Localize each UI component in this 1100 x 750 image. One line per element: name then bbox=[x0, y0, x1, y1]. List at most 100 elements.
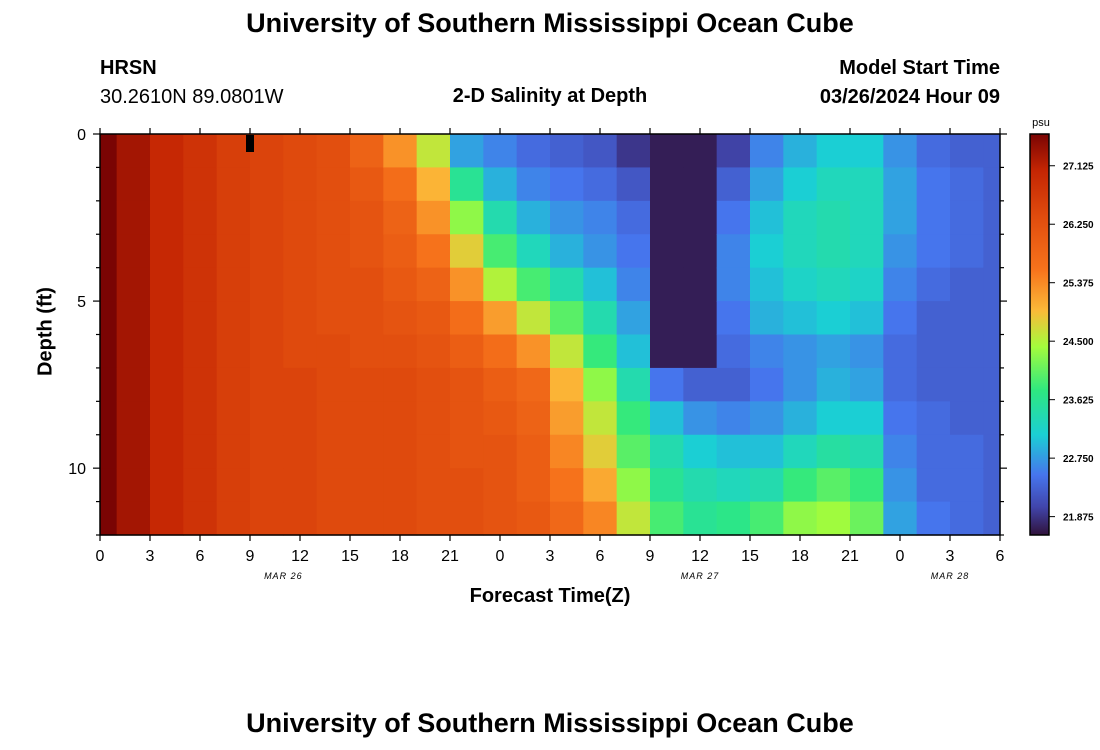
heatmap-cell bbox=[416, 434, 451, 469]
heatmap-cell bbox=[100, 167, 118, 202]
heatmap-cell bbox=[316, 301, 351, 336]
chart-axes: 0 3 6 9 12 15 18 21 0 3 6 9 12 15 18 21 0 3 6 MAR 26 MAR 27 M… bbox=[68, 127, 1007, 581]
heatmap-cell bbox=[383, 267, 418, 302]
heatmap-cell bbox=[650, 501, 684, 536]
heatmap-cell bbox=[150, 200, 184, 235]
heatmap-cell bbox=[416, 234, 451, 269]
heatmap-cell bbox=[150, 434, 184, 469]
heatmap-cell bbox=[983, 468, 1001, 503]
heatmap-cell bbox=[483, 267, 518, 302]
heatmap-cell bbox=[683, 401, 718, 436]
heatmap-cell bbox=[150, 334, 184, 369]
colorbar-tick-label: 24.500 bbox=[1063, 337, 1094, 348]
heatmap-cell bbox=[350, 401, 384, 436]
heatmap-cell bbox=[483, 134, 518, 169]
heatmap-cell bbox=[250, 401, 284, 436]
heatmap-cell bbox=[716, 434, 751, 469]
heatmap-cell bbox=[883, 334, 918, 369]
heatmap-cell bbox=[150, 134, 184, 169]
heatmap-cell bbox=[250, 367, 284, 402]
heatmap-cell bbox=[683, 301, 718, 336]
heatmap-cell bbox=[816, 334, 851, 369]
heatmap-cell bbox=[283, 434, 318, 469]
heatmap-cell bbox=[683, 367, 718, 402]
heatmap-cell bbox=[583, 234, 618, 269]
heatmap-cell bbox=[950, 267, 984, 302]
heatmap-cell bbox=[816, 301, 851, 336]
heatmap-cell bbox=[883, 234, 918, 269]
heatmap-cell bbox=[150, 367, 184, 402]
heatmap-cell bbox=[350, 200, 384, 235]
heatmap-cell bbox=[116, 434, 151, 469]
heatmap-cell bbox=[650, 434, 684, 469]
heatmap-cell bbox=[216, 434, 251, 469]
heatmap-cell bbox=[983, 167, 1001, 202]
heatmap-cell bbox=[850, 234, 884, 269]
heatmap-cell bbox=[883, 434, 918, 469]
heatmap-cell bbox=[583, 334, 618, 369]
heatmap-cell bbox=[450, 367, 484, 402]
heatmap-cell bbox=[816, 501, 851, 536]
heatmap-cell bbox=[950, 468, 984, 503]
heatmap-cell bbox=[616, 501, 651, 536]
heatmap-cell bbox=[783, 334, 818, 369]
heatmap-cell bbox=[583, 468, 618, 503]
heatmap-cell bbox=[350, 334, 384, 369]
heatmap-cell bbox=[116, 401, 151, 436]
heatmap-cell bbox=[183, 501, 218, 536]
heatmap-cell bbox=[183, 334, 218, 369]
colorbar-tick-label: 26.250 bbox=[1063, 220, 1094, 231]
heatmap-cell bbox=[516, 234, 551, 269]
heatmap-cell bbox=[650, 134, 684, 169]
heatmap-cell bbox=[450, 501, 484, 536]
heatmap-cell bbox=[316, 134, 351, 169]
heatmap-cell bbox=[750, 134, 784, 169]
heatmap-cell bbox=[883, 134, 918, 169]
heatmap-cell bbox=[983, 301, 1001, 336]
heatmap-cell bbox=[883, 468, 918, 503]
heatmap-cell bbox=[483, 434, 518, 469]
heatmap-cell bbox=[916, 401, 951, 436]
heatmap-cell bbox=[683, 234, 718, 269]
heatmap-cell bbox=[250, 167, 284, 202]
heatmap-cell bbox=[950, 200, 984, 235]
heatmap-cell bbox=[783, 468, 818, 503]
heatmap-cell bbox=[383, 301, 418, 336]
heatmap-cell bbox=[616, 334, 651, 369]
heatmap-cell bbox=[750, 468, 784, 503]
heatmap-cell bbox=[550, 334, 584, 369]
heatmap-cell bbox=[816, 267, 851, 302]
heatmap-cell bbox=[583, 167, 618, 202]
heatmap-cell bbox=[100, 200, 118, 235]
heatmap-cell bbox=[550, 134, 584, 169]
heatmap-cell bbox=[116, 167, 151, 202]
heatmap-cell bbox=[916, 367, 951, 402]
heatmap-cell bbox=[583, 267, 618, 302]
heatmap-cell bbox=[516, 134, 551, 169]
heatmap-cell bbox=[550, 367, 584, 402]
heatmap-cell bbox=[416, 401, 451, 436]
heatmap-cell bbox=[183, 234, 218, 269]
heatmap-cell bbox=[716, 167, 751, 202]
heatmap-cell bbox=[750, 234, 784, 269]
heatmap-cell bbox=[716, 200, 751, 235]
heatmap-cell bbox=[216, 167, 251, 202]
heatmap-cell bbox=[816, 134, 851, 169]
colorbar-tick-label: 27.125 bbox=[1063, 162, 1094, 173]
model-start-marker bbox=[246, 135, 254, 152]
x-tick-label: 9 bbox=[246, 548, 255, 565]
x-tick-label: 18 bbox=[791, 548, 809, 565]
heatmap-cell bbox=[483, 468, 518, 503]
colorbar-gradient bbox=[1029, 133, 1050, 536]
heatmap-cell bbox=[950, 501, 984, 536]
heatmap-cell bbox=[783, 167, 818, 202]
colorbar-tick-label: 22.750 bbox=[1063, 454, 1094, 465]
x-tick-label: 15 bbox=[741, 548, 759, 565]
colorbar: 27.125 26.250 25.375 24.500 23.625 22.750 21.8… bbox=[1029, 117, 1094, 536]
heatmap-cell bbox=[216, 501, 251, 536]
heatmap-cell bbox=[550, 234, 584, 269]
heatmap-cell bbox=[850, 267, 884, 302]
heatmap-cell bbox=[983, 434, 1001, 469]
heatmap-cell bbox=[550, 501, 584, 536]
colorbar-tick-label: 23.625 bbox=[1063, 396, 1094, 407]
